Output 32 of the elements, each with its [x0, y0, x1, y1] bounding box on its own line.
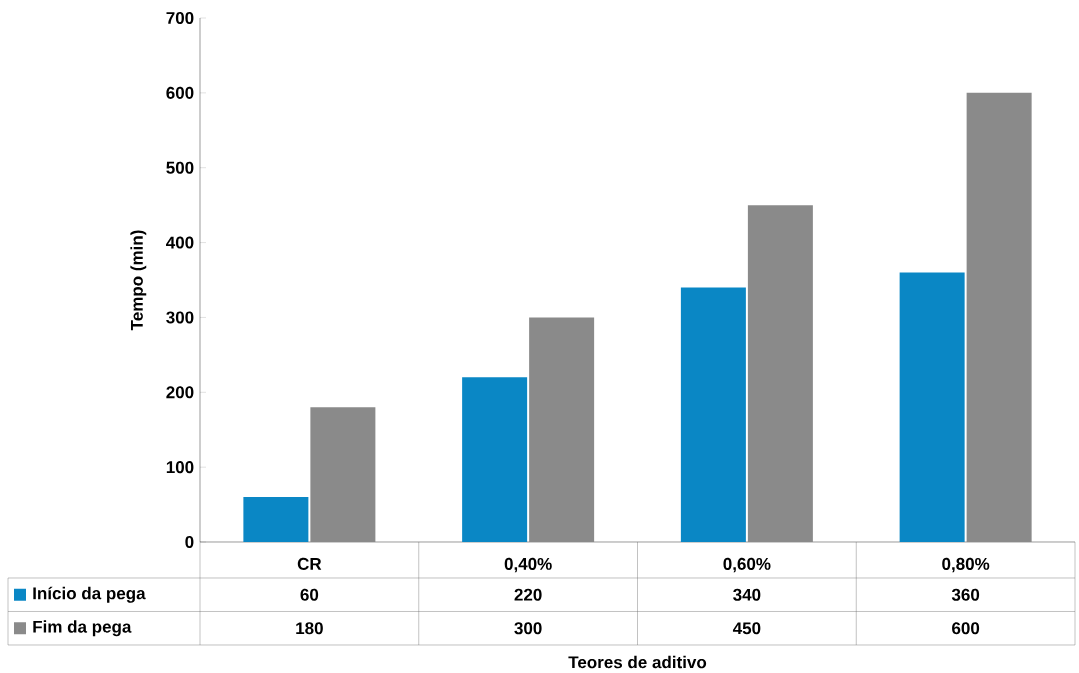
x-tick-label: 0,40% — [504, 557, 552, 573]
y-axis-title: Tempo (min) — [130, 230, 147, 331]
bar — [462, 377, 528, 542]
data-label: 300 — [514, 622, 542, 635]
data-label: 360 — [951, 588, 980, 601]
y-tick-label: 400 — [166, 236, 194, 249]
y-tick-label: 500 — [166, 161, 194, 174]
bar — [899, 272, 965, 542]
x-tick-label: 0,60% — [723, 557, 771, 573]
bar — [680, 287, 746, 542]
y-tick-label: 600 — [166, 86, 194, 99]
bar — [747, 205, 813, 542]
data-label: 60 — [300, 588, 319, 601]
x-tick-label: CR — [297, 557, 322, 570]
bar — [529, 317, 595, 542]
data-label: 220 — [514, 588, 542, 601]
data-label: 180 — [296, 622, 323, 635]
y-tick-label: 100 — [166, 461, 194, 474]
x-axis-title: Teores de aditivo — [568, 655, 707, 669]
data-label: 600 — [952, 622, 980, 635]
y-tick-label: 0 — [185, 535, 194, 549]
data-label: 450 — [732, 622, 761, 635]
legend-label: Fim da pega — [33, 620, 132, 637]
x-tick-label: 0,80% — [942, 557, 990, 573]
y-tick-label: 200 — [166, 386, 194, 399]
y-tick-label: 700 — [166, 11, 194, 25]
data-label: 340 — [733, 588, 761, 601]
bar — [243, 497, 309, 542]
bar — [310, 407, 376, 542]
legend-label: Início da pega — [33, 586, 146, 603]
bar — [966, 92, 1032, 542]
y-tick-label: 300 — [166, 311, 194, 324]
